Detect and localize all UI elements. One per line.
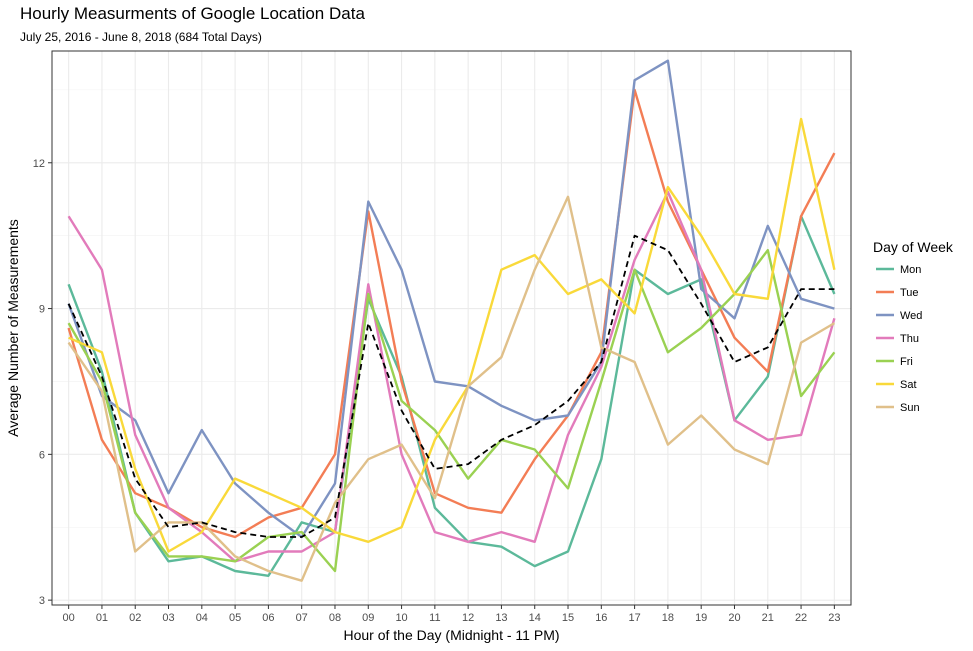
y-tick-label: 12: [33, 158, 45, 170]
legend-label-tue: Tue: [900, 287, 919, 299]
average-line: [67, 234, 835, 538]
legend-label-wed: Wed: [900, 310, 922, 322]
series-line-sat: [68, 117, 836, 553]
x-tick-label: 12: [462, 612, 474, 624]
x-tick-label: 23: [828, 612, 840, 624]
legend-label-mon: Mon: [900, 264, 921, 276]
x-tick-label: 03: [162, 612, 174, 624]
grid: [52, 51, 851, 605]
panel-background: [52, 51, 851, 605]
series-lines: [67, 59, 836, 582]
chart-title: Hourly Measurments of Google Location Da…: [20, 4, 365, 23]
x-tick-label: 20: [728, 612, 740, 624]
x-tick-label: 01: [96, 612, 108, 624]
x-tick-label: 08: [329, 612, 341, 624]
y-tick-label: 6: [39, 449, 45, 461]
x-tick-label: 05: [229, 612, 241, 624]
legend-label-fri: Fri: [900, 356, 913, 368]
y-tick-label: 3: [39, 595, 45, 607]
x-tick-label: 14: [529, 612, 541, 624]
chart-subtitle: July 25, 2016 - June 8, 2018 (684 Total …: [20, 30, 262, 44]
x-tick-label: 19: [695, 612, 707, 624]
y-tick-label: 9: [39, 304, 45, 316]
x-tick-label: 09: [362, 612, 374, 624]
legend-label-sat: Sat: [900, 379, 917, 391]
x-axis: 00 01 02 03 04 05 06 07 08 09 10 11 12 13 14 15 16 17 18 19…: [63, 605, 840, 624]
x-tick-label: 18: [662, 612, 674, 624]
x-tick-label: 17: [628, 612, 640, 624]
x-tick-label: 16: [595, 612, 607, 624]
series-line-thu: [67, 190, 836, 563]
x-tick-label: 13: [495, 612, 507, 624]
legend-label-thu: Thu: [900, 333, 919, 345]
x-tick-label: 02: [129, 612, 141, 624]
x-tick-label: 04: [196, 612, 208, 624]
x-tick-label: 22: [795, 612, 807, 624]
series-line-fri: [67, 248, 836, 573]
legend: Day of Week Mon Tue Wed Thu Fri Sat Sun: [873, 239, 954, 414]
x-tick-label: 06: [262, 612, 274, 624]
x-axis-title: Hour of the Day (Midnight - 11 PM): [343, 627, 559, 643]
legend-title: Day of Week: [873, 239, 954, 255]
y-axis: 3 6 9 12: [33, 158, 52, 607]
x-tick-label: 07: [296, 612, 308, 624]
legend-label-sun: Sun: [900, 402, 920, 414]
panel-border: [51, 50, 852, 606]
x-tick-label: 15: [562, 612, 574, 624]
x-tick-label: 10: [395, 612, 407, 624]
x-tick-label: 21: [762, 612, 774, 624]
y-axis-title: Average Number of Measurements: [5, 219, 21, 437]
x-tick-label: 11: [429, 612, 440, 624]
x-tick-label: 00: [63, 612, 75, 624]
